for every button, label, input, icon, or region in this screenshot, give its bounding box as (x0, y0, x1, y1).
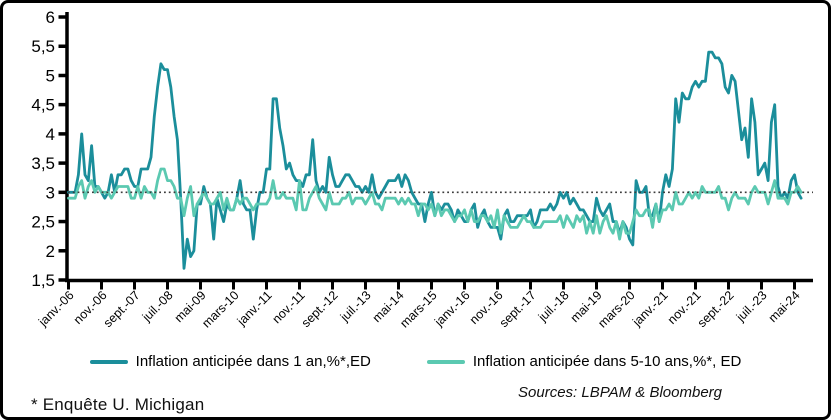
x-tick-label: janv.-06 (35, 288, 76, 329)
chart-legend: Inflation anticipée dans 1 an,%*,ED Infl… (3, 353, 828, 370)
x-tick-label: mars-15 (397, 288, 439, 330)
x-tick-label: mars-20 (595, 288, 637, 330)
legend-item-5-10ans: Inflation anticipée dans 5-10 ans,%*, ED (426, 353, 742, 370)
x-tick-label: juil.-13 (337, 288, 374, 325)
series-line-2 (67, 167, 803, 241)
x-tick-label: sept.-12 (299, 288, 341, 330)
sources-credit: Sources: LBPAM & Bloomberg (518, 384, 722, 401)
y-tick-label: 5,5 (31, 37, 55, 56)
x-tick-label: janv.-16 (431, 288, 472, 329)
legend-swatch-5-10ans-icon (426, 359, 465, 364)
legend-item-1an: Inflation anticipée dans 1 an,%*,ED (89, 353, 371, 370)
y-tick-label: 3 (46, 183, 55, 202)
y-tick-label: 5 (46, 66, 55, 85)
x-tick-label: juil.-23 (733, 288, 770, 325)
y-tick-label: 6 (46, 8, 55, 27)
x-tick-label: juil.-18 (535, 288, 572, 325)
inflation-expectations-line-chart: 65,554,543,532,521,5janv.-06nov.-06sept.… (31, 8, 813, 331)
footnote-enquete-michigan: * Enquête U. Michigan (31, 395, 205, 414)
legend-label-1an: Inflation anticipée dans 1 an,%*,ED (135, 353, 371, 370)
y-tick-label: 4,5 (31, 96, 55, 115)
y-tick-label: 2,5 (31, 213, 55, 232)
x-tick-label: janv.-21 (629, 288, 670, 329)
y-tick-label: 2 (46, 242, 55, 261)
y-tick-label: 4 (46, 125, 55, 144)
x-tick-label: sept.-07 (101, 288, 143, 330)
y-tick-label: 1,5 (31, 271, 55, 290)
legend-swatch-1an-icon (89, 359, 128, 364)
y-tick-label: 3,5 (31, 154, 55, 173)
x-tick-label: sept.-17 (497, 288, 539, 330)
x-tick-label: sept.-22 (695, 288, 737, 330)
x-tick-label: mai-24 (766, 288, 803, 325)
x-tick-label: janv.-11 (234, 288, 275, 329)
series-line-1 (67, 50, 803, 270)
x-tick-label: mars-10 (199, 288, 241, 330)
x-tick-label: juil.-08 (139, 288, 176, 325)
legend-label-5-10ans: Inflation anticipée dans 5-10 ans,%*, ED (472, 353, 742, 370)
